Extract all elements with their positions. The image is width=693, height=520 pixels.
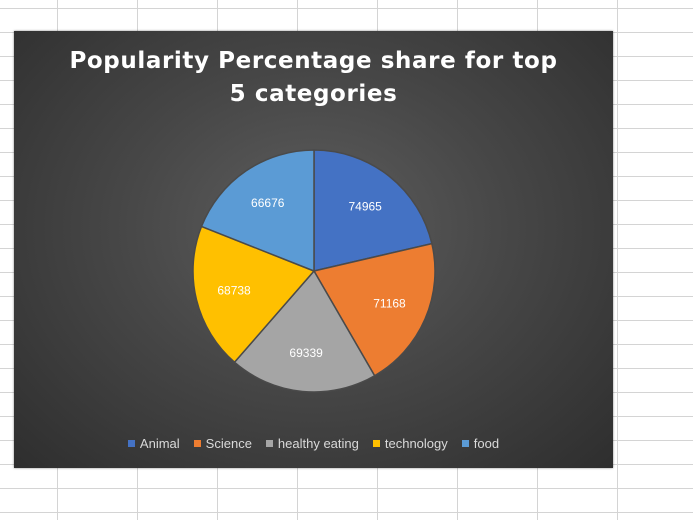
chart-title-line-2: 5 categories — [229, 81, 398, 107]
legend-label-food: food — [473, 436, 500, 451]
data-label-technology: 68738 — [217, 283, 251, 297]
pie-slice-science[interactable] — [312, 242, 436, 377]
legend-item-animal[interactable]: Animal — [127, 436, 180, 451]
legend-swatch-science — [193, 440, 201, 447]
chart-title-line-1: Popularity Percentage share for top — [69, 48, 558, 74]
pie-slice-healthy-eating[interactable] — [233, 269, 376, 393]
legend-swatch-technology — [372, 440, 380, 447]
pie-slice-food[interactable] — [200, 149, 315, 273]
chart-title: Popularity Percentage share for top 5 ca… — [14, 45, 613, 111]
legend-item-science[interactable]: Science — [193, 436, 252, 451]
legend-label-healthy-eating: healthy eating — [277, 436, 359, 451]
pie-slice-animal[interactable] — [313, 149, 433, 272]
data-label-animal: 74965 — [348, 200, 382, 214]
legend-label-technology: technology — [384, 436, 448, 451]
chart-area[interactable]: Popularity Percentage share for top 5 ca… — [14, 31, 613, 468]
legend-item-technology[interactable]: technology — [372, 436, 448, 451]
pie-chart: 74965 71168 69339 68738 66676 — [192, 149, 436, 393]
legend: Animal Science healthy eating technology foo… — [14, 436, 613, 451]
legend-swatch-food — [461, 440, 469, 447]
legend-item-healthy-eating[interactable]: healthy eating — [265, 436, 359, 451]
data-label-healthy-eating: 69339 — [289, 346, 323, 360]
data-label-science: 71168 — [373, 297, 406, 311]
legend-item-food[interactable]: food — [461, 436, 500, 451]
legend-label-science: Science — [205, 436, 252, 451]
pie-slice-technology[interactable] — [192, 225, 316, 364]
legend-swatch-healthy-eating — [265, 440, 273, 447]
legend-label-animal: Animal — [139, 436, 180, 451]
data-label-food: 66676 — [251, 196, 285, 210]
legend-swatch-animal — [127, 440, 135, 447]
